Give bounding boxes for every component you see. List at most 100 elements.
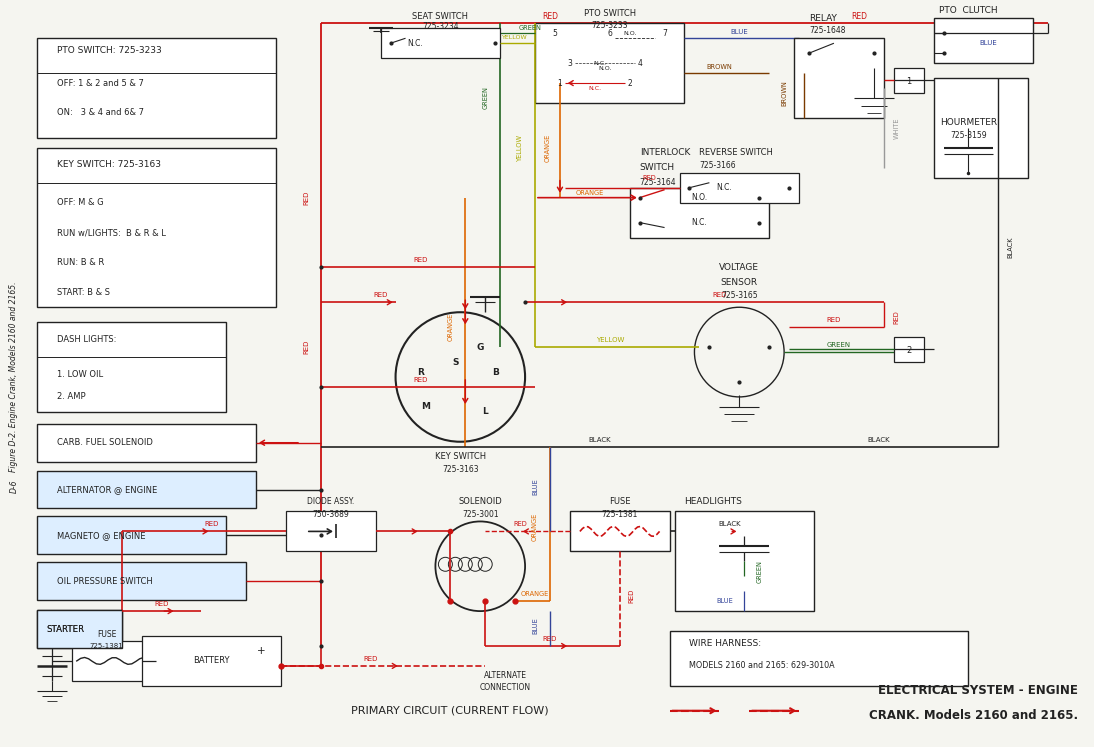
Text: ORANGE: ORANGE [447, 313, 453, 341]
Bar [894, 68, 923, 93]
Text: YELLOW: YELLOW [517, 134, 523, 161]
Text: 1: 1 [906, 77, 911, 86]
Text: DASH LIGHTS:: DASH LIGHTS: [57, 335, 116, 344]
Bar [141, 636, 281, 686]
Text: BLUE: BLUE [532, 618, 538, 634]
Text: N.O.: N.O. [622, 31, 637, 36]
Text: M: M [421, 403, 430, 412]
Text: INTERLOCK: INTERLOCK [640, 149, 690, 158]
Bar [37, 148, 276, 307]
Text: YELLOW: YELLOW [595, 337, 624, 343]
Text: REVERSE SWITCH: REVERSE SWITCH [699, 149, 773, 158]
Text: 7: 7 [662, 29, 667, 38]
Bar [37, 562, 246, 600]
Text: L: L [482, 407, 488, 416]
Text: BLUE: BLUE [532, 478, 538, 495]
Text: CRANK. Models 2160 and 2165.: CRANK. Models 2160 and 2165. [869, 709, 1078, 722]
Text: 3: 3 [568, 59, 572, 68]
Text: PTO  CLUTCH: PTO CLUTCH [939, 6, 997, 15]
Text: 725-1648: 725-1648 [810, 26, 846, 35]
Text: HEADLIGHTS: HEADLIGHTS [685, 497, 743, 506]
Text: 725-1381: 725-1381 [90, 643, 124, 649]
Text: HOURMETER: HOURMETER [940, 119, 997, 128]
Bar [37, 610, 121, 648]
Text: STARTER: STARTER [47, 624, 85, 633]
Text: ORANGE: ORANGE [532, 512, 538, 541]
Text: RED: RED [414, 377, 428, 383]
Text: N.C.: N.C. [717, 183, 732, 192]
Text: STARTER: STARTER [47, 624, 85, 633]
Text: S: S [452, 358, 458, 367]
Text: BROWN: BROWN [781, 80, 787, 106]
Text: OFF: 1 & 2 and 5 & 7: OFF: 1 & 2 and 5 & 7 [57, 78, 143, 87]
Text: KEY SWITCH: KEY SWITCH [434, 452, 486, 461]
Bar [72, 641, 156, 681]
Text: 1: 1 [558, 78, 562, 87]
Text: START: B & S: START: B & S [57, 288, 109, 297]
Text: FUSE: FUSE [97, 630, 116, 639]
Text: RED: RED [414, 258, 428, 264]
Bar [286, 512, 375, 551]
Text: ELECTRICAL SYSTEM - ENGINE: ELECTRICAL SYSTEM - ENGINE [878, 684, 1078, 697]
Text: ALTERNATE: ALTERNATE [484, 672, 526, 681]
Text: CONNECTION: CONNECTION [479, 684, 531, 692]
Text: N.C.: N.C. [589, 86, 602, 90]
Text: Figure D-2. Engine Crank, Models 2160 and 2165.: Figure D-2. Engine Crank, Models 2160 an… [10, 282, 19, 472]
Text: RED: RED [894, 310, 899, 324]
Text: CARB. FUEL SOLENOID: CARB. FUEL SOLENOID [57, 438, 153, 447]
Text: RED: RED [851, 12, 866, 21]
Text: GREEN: GREEN [519, 25, 542, 31]
Bar [37, 424, 256, 462]
Text: PTO SWITCH: 725-3233: PTO SWITCH: 725-3233 [57, 46, 162, 55]
Text: RED: RED [205, 521, 219, 527]
Text: B: B [492, 368, 499, 376]
Text: ORANGE: ORANGE [521, 591, 549, 597]
Text: BROWN: BROWN [707, 64, 732, 70]
Text: DIODE ASSY.: DIODE ASSY. [307, 497, 354, 506]
Bar [37, 38, 276, 138]
Text: 725-3159: 725-3159 [950, 131, 987, 140]
Bar [630, 187, 769, 238]
Text: RED: RED [629, 589, 635, 604]
Text: 725-3164: 725-3164 [640, 179, 676, 187]
Text: 725-3001: 725-3001 [462, 510, 499, 519]
Text: 750-3689: 750-3689 [313, 510, 349, 519]
Text: 725-3165: 725-3165 [721, 291, 757, 300]
Text: RED: RED [643, 175, 656, 181]
Text: OFF: M & G: OFF: M & G [57, 198, 104, 207]
Text: 725-3163: 725-3163 [442, 465, 479, 474]
Bar [37, 322, 226, 412]
Text: 4: 4 [637, 59, 642, 68]
Text: 5: 5 [552, 29, 558, 38]
Text: BATTERY: BATTERY [193, 657, 230, 666]
Text: PTO SWITCH: PTO SWITCH [584, 9, 636, 18]
Text: 2: 2 [627, 78, 632, 87]
Bar [37, 471, 256, 509]
Text: ORANGE: ORANGE [545, 134, 551, 162]
Bar [675, 512, 814, 611]
Text: 6: 6 [607, 29, 613, 38]
Text: RED: RED [542, 12, 558, 21]
Text: ORANGE: ORANGE [575, 190, 604, 196]
Bar [894, 337, 923, 362]
Text: FUSE: FUSE [609, 497, 630, 506]
Text: 1. LOW OIL: 1. LOW OIL [57, 371, 103, 379]
Bar [37, 516, 226, 554]
Text: N.O.: N.O. [691, 193, 708, 202]
Text: +: + [257, 646, 266, 656]
Text: RED: RED [303, 190, 309, 205]
Text: N.C.: N.C. [593, 61, 606, 66]
Text: BLUE: BLUE [715, 598, 733, 604]
Text: 725-3233: 725-3233 [592, 21, 628, 30]
Bar [37, 610, 121, 648]
Text: WIRE HARNESS:: WIRE HARNESS: [689, 639, 761, 648]
Text: BLACK: BLACK [589, 437, 612, 443]
Text: 2: 2 [906, 346, 911, 355]
Text: BLUE: BLUE [731, 29, 748, 35]
Text: RED: RED [154, 601, 168, 607]
Text: BLACK: BLACK [868, 437, 891, 443]
Text: 2. AMP: 2. AMP [57, 392, 85, 401]
Text: RED: RED [303, 340, 309, 354]
Text: N.O.: N.O. [598, 66, 612, 71]
Bar [570, 512, 670, 551]
